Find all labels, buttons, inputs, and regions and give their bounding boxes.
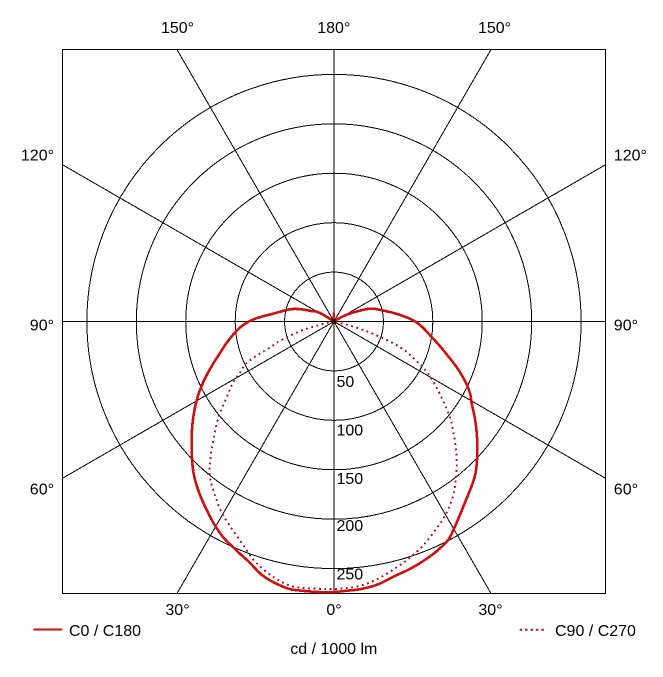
svg-text:50: 50 [337, 374, 355, 391]
svg-text:150°: 150° [161, 20, 194, 37]
svg-text:180°: 180° [317, 20, 350, 37]
svg-text:250: 250 [337, 566, 364, 583]
svg-text:30°: 30° [478, 602, 502, 619]
svg-text:200: 200 [337, 518, 364, 535]
svg-text:90°: 90° [614, 318, 638, 335]
svg-text:30°: 30° [165, 602, 189, 619]
svg-text:C0 / C180: C0 / C180 [69, 623, 141, 640]
svg-text:cd / 1000 lm: cd / 1000 lm [290, 641, 377, 658]
svg-text:100: 100 [337, 422, 364, 439]
svg-text:120°: 120° [21, 147, 54, 164]
svg-text:90°: 90° [30, 318, 54, 335]
svg-text:C90 / C270: C90 / C270 [555, 623, 636, 640]
svg-text:120°: 120° [614, 147, 647, 164]
svg-text:150: 150 [337, 471, 364, 488]
svg-text:60°: 60° [30, 481, 54, 498]
svg-text:0°: 0° [326, 602, 341, 619]
svg-text:60°: 60° [614, 481, 638, 498]
svg-text:150°: 150° [478, 20, 511, 37]
